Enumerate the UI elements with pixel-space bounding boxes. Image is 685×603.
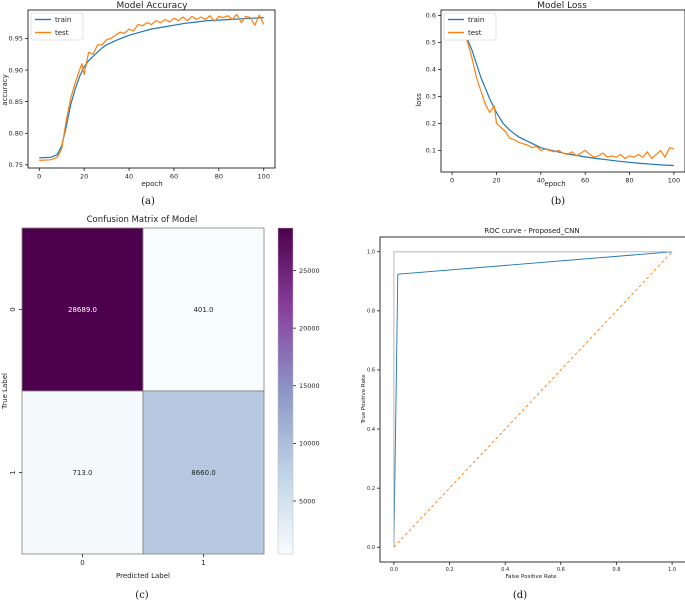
y-axis-label: accuracy [1,74,9,106]
y-tick-label: 0.80 [9,130,23,138]
y-tick-label: 0.0 [367,545,375,551]
x-axis-label: epoch [544,180,565,188]
x-tick-label: 60 [170,173,178,181]
y-tick-label: 0.5 [426,39,436,47]
chart-title: ROC curve - Proposed_CNN [484,227,579,235]
y-tick-label: 0.6 [426,12,436,20]
x-tick-label: 0 [450,177,454,185]
series-line-2 [393,251,673,548]
test-line [451,22,675,160]
colorbar-tick-label: 25000 [299,267,320,275]
x-tick-label: 0.6 [557,567,565,573]
caption-d: (d) [513,590,527,601]
x-tick-label: 100 [668,177,680,185]
train-line [451,22,674,167]
legend-label-test: test [55,29,69,37]
series-line-1 [393,251,673,548]
colorbar-tick-label: 10000 [299,440,320,448]
y-axis-label: loss [415,93,423,107]
cell-value: 713.0 [72,469,92,477]
y-tick-label: 1 [9,470,17,474]
x-tick-label: 1.0 [668,567,676,573]
cell-value: 28689.0 [68,306,97,314]
x-tick-label: 40 [125,173,133,181]
x-tick-label: 0.4 [501,567,509,573]
y-tick-label: 0 [9,307,17,311]
y-tick-label: 0.90 [9,66,23,74]
legend-label-train: train [468,16,484,24]
matrix-cell [21,227,144,392]
caption-c: (c) [135,590,149,601]
x-axis-label: epoch [141,180,162,188]
x-tick-label: 20 [492,177,500,185]
x-tick-label: 100 [258,173,270,181]
colorbar [277,227,294,555]
colorbar-tick-label: 20000 [299,324,320,332]
x-tick-label: 0.2 [446,567,454,573]
test-line [39,13,265,161]
y-tick-label: 0.8 [367,309,375,315]
legend-label-train: train [55,16,71,24]
colorbar-tick-label: 5000 [299,497,316,505]
y-tick-label: 0.6 [367,368,375,374]
caption-a: (a) [141,196,155,207]
y-axis-label: True Positive Rate [361,374,367,425]
y-tick-label: 0.2 [367,486,375,492]
x-tick-label: 1 [201,559,205,567]
x-tick-label: 0 [37,173,41,181]
y-tick-label: 0.4 [426,66,436,74]
y-tick-label: 0.75 [9,161,23,169]
plot-area [379,236,685,563]
y-axis-label: True Label [1,373,9,410]
x-tick-label: 0.0 [390,567,398,573]
legend: train test [443,12,497,41]
x-tick-label: 0.8 [612,567,620,573]
matrix-cell [142,390,265,555]
y-tick-label: 0.3 [426,93,436,101]
y-tick-label: 0.85 [9,98,23,106]
x-tick-label: 80 [625,177,633,185]
matrix-cell [142,227,265,392]
y-tick-label: 0.95 [9,35,23,43]
chart-title: Model Loss [537,1,587,11]
confusion-matrix: Confusion Matrix of Model 28689.0 401.0 71… [1,215,320,601]
plot-area [440,9,685,173]
legend: train test [30,12,84,41]
caption-b: (b) [551,196,565,207]
chart-title: Confusion Matrix of Model [87,215,198,225]
x-tick-label: 0 [80,559,84,567]
series-line-0 [393,251,673,548]
cell-value: 401.0 [193,306,213,314]
accuracy-chart: Model Accuracy 0 20 40 60 80 100 0.75 0.80 0.85 0… [1,1,276,207]
y-tick-label: 1.0 [367,250,375,256]
x-axis-label: False Positive Rate [505,574,557,580]
roc-chart: ROC curve - Proposed_CNN 0.0 0.2 0.4 0.6 0.8… [361,227,685,601]
colorbar-tick-label: 15000 [299,382,320,390]
x-tick-label: 40 [537,177,545,185]
chart-title: Model Accuracy [117,1,189,11]
legend-label-test: test [468,29,482,37]
x-axis-label: Predicted Label [116,572,170,580]
x-tick-label: 80 [215,173,223,181]
x-tick-label: 20 [80,173,88,181]
cell-value: 8660.0 [191,469,216,477]
x-tick-label: 60 [581,177,589,185]
y-tick-label: 0.4 [367,427,375,433]
y-tick-label: 0.2 [426,120,436,128]
plot-area [27,9,276,169]
y-tick-label: 0.1 [426,147,436,155]
loss-chart: Model Loss 0 20 40 60 80 100 0.1 0.2 0.3 0.4 0.5 0.… [415,1,685,207]
